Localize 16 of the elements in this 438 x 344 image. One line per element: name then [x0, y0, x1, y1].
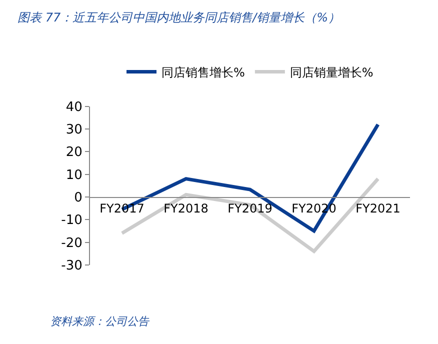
x-tick-label: FY2017: [100, 201, 144, 216]
y-tick-label: 10: [66, 168, 82, 183]
x-tick-label: FY2021: [356, 201, 400, 216]
y-tick-label: 0: [74, 190, 82, 206]
x-tick-label: FY2018: [164, 201, 208, 216]
y-tick-label: 20: [66, 145, 82, 160]
legend-label: 同店销售增长%: [162, 65, 245, 80]
y-tick-label: 40: [66, 100, 82, 115]
y-tick-label: -30: [61, 258, 82, 274]
legend-label: 同店销量增长%: [290, 65, 374, 80]
y-tick-label: -10: [61, 213, 82, 228]
x-tick-label: FY2019: [228, 201, 272, 216]
y-tick-label: -20: [61, 236, 82, 251]
y-tick-label: 30: [66, 122, 82, 138]
chart-title: 图表 77：近五年公司中国内地业务同店销售/销量增长（%）: [18, 10, 340, 24]
text: 资料来源：公司公告: [50, 315, 150, 328]
